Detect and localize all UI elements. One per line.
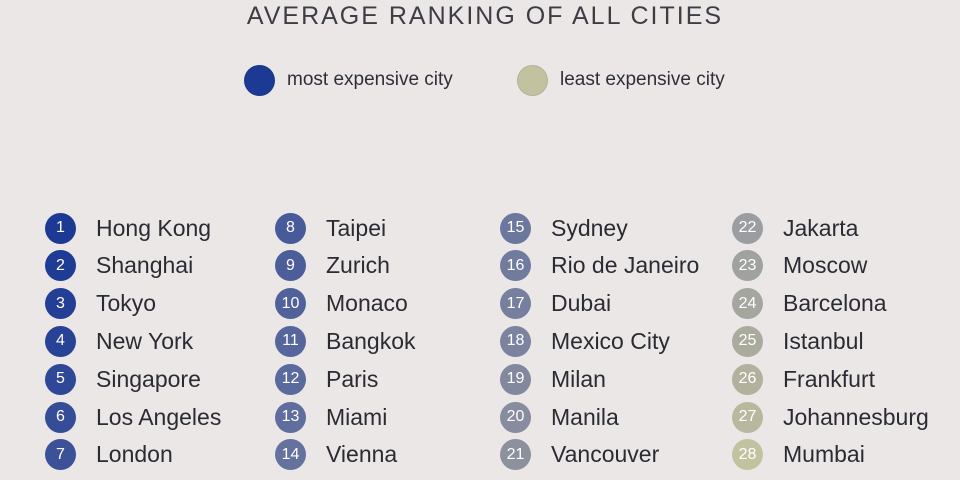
- rank-badge: 19: [500, 363, 531, 395]
- legend-item-least-expensive: least expensive city: [517, 64, 725, 96]
- rank-badge: 18: [500, 325, 531, 357]
- legend-label-most-expensive: most expensive city: [287, 69, 453, 90]
- rank-city-label: New York: [96, 327, 194, 354]
- rank-item: 10 Monaco: [275, 288, 408, 320]
- rank-badge: 27: [732, 401, 763, 433]
- rank-item: 20 Manila: [500, 401, 619, 433]
- rank-badge: 12: [275, 363, 306, 395]
- rank-item: 4 New York: [45, 325, 193, 357]
- rank-city-label: Istanbul: [783, 327, 864, 354]
- rank-item: 5 Singapore: [45, 363, 201, 395]
- chart-title: AVERAGE RANKING OF ALL CITIES: [246, 2, 724, 30]
- rank-item: 8 Taipei: [275, 212, 386, 244]
- rank-city-label: Moscow: [783, 252, 868, 279]
- rank-city-label: Monaco: [326, 290, 408, 317]
- rank-badge: 15: [500, 212, 531, 244]
- rank-item: 23 Moscow: [732, 250, 867, 282]
- rank-city-label: Miami: [326, 403, 388, 430]
- legend-label-least-expensive: least expensive city: [560, 69, 725, 90]
- rank-city-label: Dubai: [551, 290, 612, 317]
- rank-badge: 26: [732, 363, 763, 395]
- rank-badge: 7: [45, 439, 76, 471]
- rank-city-label: Mumbai: [783, 441, 865, 468]
- rank-city-label: Mexico City: [551, 327, 670, 354]
- rank-city-label: Sydney: [551, 214, 628, 241]
- rank-badge: 11: [275, 325, 306, 357]
- rank-badge: 17: [500, 288, 531, 320]
- rank-badge: 8: [275, 212, 306, 244]
- rank-item: 18 Mexico City: [500, 325, 670, 357]
- rank-city-label: Taipei: [326, 214, 387, 241]
- rank-badge: 9: [275, 250, 306, 282]
- rank-item: 17 Dubai: [500, 288, 611, 320]
- rank-item: 14 Vienna: [275, 439, 397, 471]
- rank-item: 2 Shanghai: [45, 250, 193, 282]
- rank-item: 11 Bangkok: [275, 325, 416, 357]
- rank-item: 15 Sydney: [500, 212, 628, 244]
- legend-dot-least-expensive: [517, 64, 548, 96]
- rank-item: 28 Mumbai: [732, 439, 865, 471]
- rank-item: 7 London: [45, 439, 173, 471]
- rank-item: 25 Istanbul: [732, 325, 864, 357]
- rank-city-label: Los Angeles: [96, 403, 222, 430]
- rank-city-label: Singapore: [96, 365, 201, 392]
- rank-badge: 25: [732, 325, 763, 357]
- rank-badge: 23: [732, 250, 763, 282]
- rank-item: 3 Tokyo: [45, 288, 156, 320]
- legend-dot-most-expensive: [244, 64, 275, 96]
- rank-city-label: Vancouver: [551, 441, 660, 468]
- rank-badge: 2: [45, 250, 76, 282]
- rank-item: 12 Paris: [275, 363, 378, 395]
- rank-badge: 3: [45, 288, 76, 320]
- rank-city-label: Jakarta: [783, 214, 859, 241]
- rank-badge: 1: [45, 212, 76, 244]
- rank-city-label: Bangkok: [326, 327, 416, 354]
- rank-badge: 4: [45, 325, 76, 357]
- rank-city-label: Frankfurt: [783, 365, 876, 392]
- rank-badge: 20: [500, 401, 531, 433]
- rank-city-label: Milan: [551, 365, 606, 392]
- rank-badge: 14: [275, 439, 306, 471]
- rank-item: 21 Vancouver: [500, 439, 659, 471]
- rank-badge: 5: [45, 363, 76, 395]
- rank-city-label: London: [96, 441, 173, 468]
- rank-city-label: Shanghai: [96, 252, 194, 279]
- rank-city-label: Barcelona: [783, 290, 887, 317]
- rank-item: 24 Barcelona: [732, 288, 887, 320]
- rank-item: 1 Hong Kong: [45, 212, 211, 244]
- rank-city-label: Manila: [551, 403, 619, 430]
- rank-item: 27 Johannesburg: [732, 401, 929, 433]
- rank-city-label: Tokyo: [96, 290, 157, 317]
- rank-city-label: Zurich: [326, 252, 390, 279]
- rank-item: 19 Milan: [500, 363, 606, 395]
- rank-badge: 16: [500, 250, 531, 282]
- rank-item: 16 Rio de Janeiro: [500, 250, 699, 282]
- rank-badge: 6: [45, 401, 76, 433]
- rank-item: 13 Miami: [275, 401, 387, 433]
- legend-item-most-expensive: most expensive city: [244, 64, 453, 96]
- rank-city-label: Johannesburg: [783, 403, 929, 430]
- rank-badge: 28: [732, 439, 763, 471]
- rank-badge: 13: [275, 401, 306, 433]
- rank-city-label: Hong Kong: [96, 214, 212, 241]
- rank-city-label: Rio de Janeiro: [551, 252, 700, 279]
- rank-badge: 24: [732, 288, 763, 320]
- rank-badge: 22: [732, 212, 763, 244]
- rank-badge: 21: [500, 439, 531, 471]
- rank-item: 9 Zurich: [275, 250, 390, 282]
- rank-item: 26 Frankfurt: [732, 363, 875, 395]
- rank-item: 22 Jakarta: [732, 212, 858, 244]
- rank-city-label: Vienna: [326, 441, 398, 468]
- rank-item: 6 Los Angeles: [45, 401, 221, 433]
- rank-badge: 10: [275, 288, 306, 320]
- rank-city-label: Paris: [326, 365, 379, 392]
